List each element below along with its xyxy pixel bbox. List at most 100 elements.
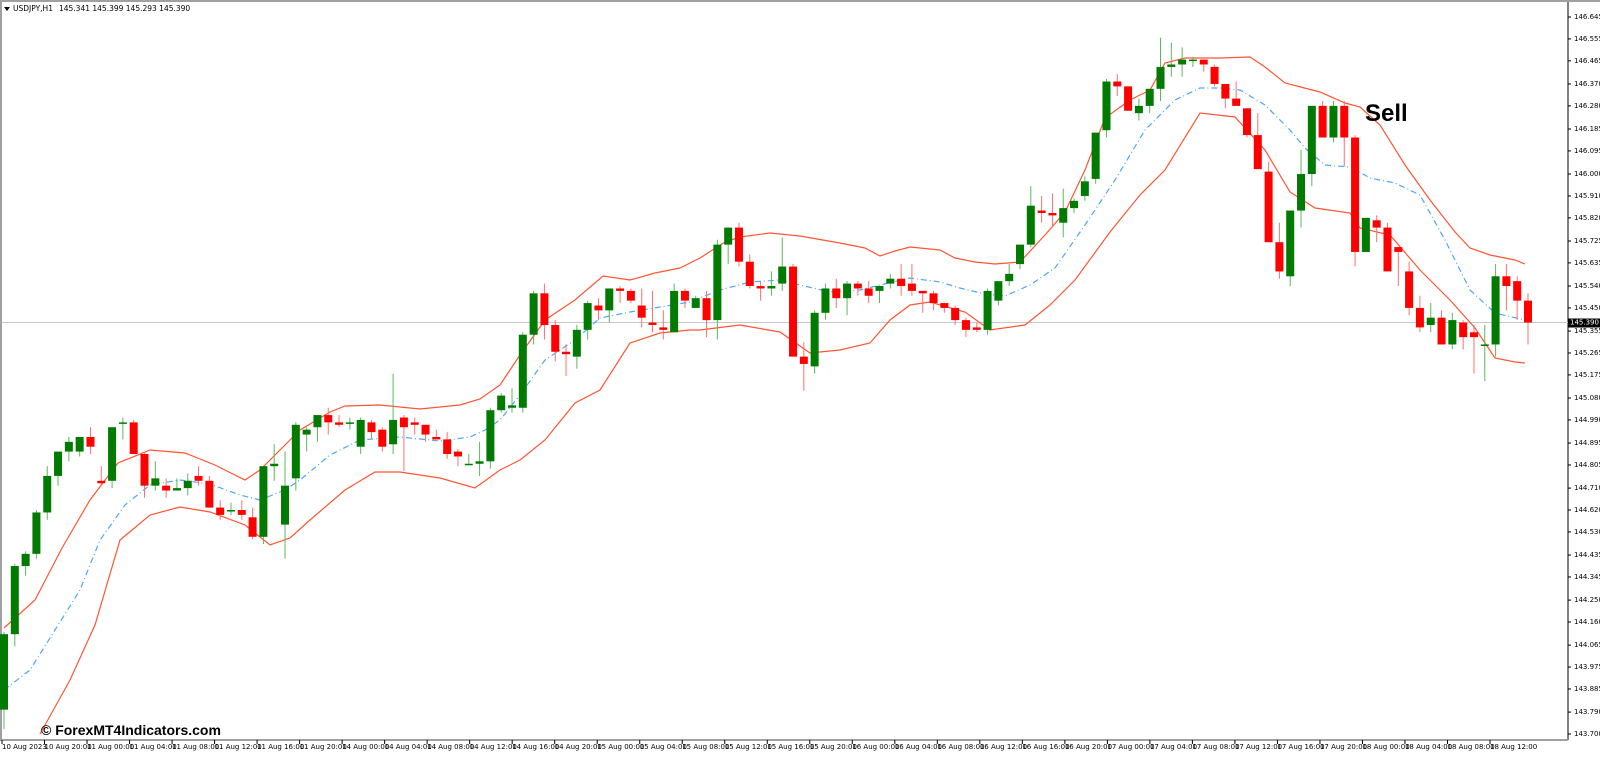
candle-body [1469,332,1478,338]
candle-body [637,305,646,318]
candle-body [389,419,398,445]
candle-body [1437,317,1446,345]
candle-body [1199,59,1208,65]
candle-body [421,424,430,435]
price-tick-label: 146.185 [1574,124,1600,133]
candle-body [821,288,830,313]
time-tick-label: 15 Aug 16:00 [767,743,815,751]
candle-body [605,288,614,311]
price-tick-label: 143.975 [1574,663,1600,672]
candle-body [108,427,117,481]
price-tick-label: 146.095 [1574,146,1600,155]
candle-body [410,422,419,425]
time-tick-label: 16 Aug 04:00 [894,743,942,751]
candle-body [335,422,344,425]
candle-body [670,290,679,333]
candle-body [497,395,506,411]
time-tick-label: 17 Aug 00:00 [1107,743,1155,751]
candle-body [659,327,668,330]
time-tick-label: 15 Aug 04:00 [639,743,687,751]
candle-body [756,286,765,289]
time-tick-label: 16 Aug 08:00 [937,743,985,751]
middle-band-line [3,87,1526,691]
price-tick-label: 144.620 [1574,506,1600,514]
candle-body [1167,64,1176,67]
candle-body [1307,105,1316,175]
candle-body [594,305,603,311]
candle-body [918,290,927,294]
chart-title-bar: USDJPY,H1 145.341 145.399 145.293 145.39… [4,4,190,13]
price-tick-label: 144.990 [1574,415,1600,424]
candle-body [237,510,246,515]
candle-body [1383,227,1392,272]
candle-body [929,293,938,304]
time-tick-label: 17 Aug 12:00 [1234,743,1283,751]
collapse-triangle-icon[interactable] [4,6,10,11]
candle-body [1070,200,1079,209]
candle-body [1210,66,1219,84]
candle-body [75,436,84,452]
price-tick-label: 146.000 [1574,170,1600,179]
candle-body [767,286,776,289]
price-tick-label: 143.700 [1574,730,1600,738]
window-border-top [0,0,1600,2]
time-tick-label: 16 Aug 12:00 [979,743,1028,751]
candle-body [1297,174,1306,211]
candle-body [32,512,41,554]
candle-body [10,566,19,635]
candle-body [562,351,571,355]
time-tick-label: 14 Aug 08:00 [427,743,475,751]
price-tick-label: 144.530 [1574,527,1600,536]
candle-body [324,415,333,423]
price-tick-label: 145.265 [1574,348,1600,357]
candle-body [172,488,181,491]
price-tick-label: 144.805 [1574,460,1600,469]
candle-body [302,429,311,435]
candle-body [291,424,300,479]
time-tick-label: 10 Aug 2023 [2,743,47,751]
candle-body [1351,137,1360,252]
candle-body [1037,210,1046,213]
candle-body [1361,217,1370,252]
candle-body [789,266,798,357]
candle-body [313,415,322,428]
candle-body [1480,344,1489,346]
candle-body [702,298,711,321]
candle-body [1491,276,1500,345]
candle-body [151,478,160,486]
time-tick-label: 17 Aug 04:00 [1149,743,1198,751]
candle-body [464,463,473,466]
candle-body [734,227,743,262]
candle-body [183,480,192,489]
sell-signal-label: Sell [1365,100,1408,127]
candle-body [432,436,441,440]
time-tick-label: 11 Aug 12:00 [214,743,262,751]
price-tick-label: 144.160 [1574,618,1600,626]
candle-body [1502,276,1511,287]
candle-body [194,475,203,481]
candle-body [86,436,95,447]
time-tick-label: 17 Aug 16:00 [1277,743,1325,751]
candle-body [129,422,138,455]
candle-body [1134,105,1143,114]
candle-body [1113,81,1122,87]
time-tick-label: 17 Aug 08:00 [1192,743,1240,751]
candle-body [1178,59,1187,65]
candle-body [626,290,635,301]
candle-body [1448,320,1457,345]
candle-body [680,290,689,301]
candle-body [1242,108,1251,136]
time-tick-label: 11 Aug 08:00 [172,743,220,751]
time-tick-label: 18 Aug 08:00 [1447,743,1495,751]
price-tick-label: 143.885 [1574,684,1600,693]
ohlc-values: 145.341 145.399 145.293 145.390 [58,4,191,13]
candle-body [54,451,63,476]
time-tick-label: 14 Aug 04:00 [384,743,432,751]
price-tick-label: 146.465 [1574,56,1600,65]
candle-body [897,278,906,287]
time-tick-label: 17 Aug 20:00 [1319,743,1368,751]
candle-body [1005,273,1014,282]
candle-body [810,312,819,367]
